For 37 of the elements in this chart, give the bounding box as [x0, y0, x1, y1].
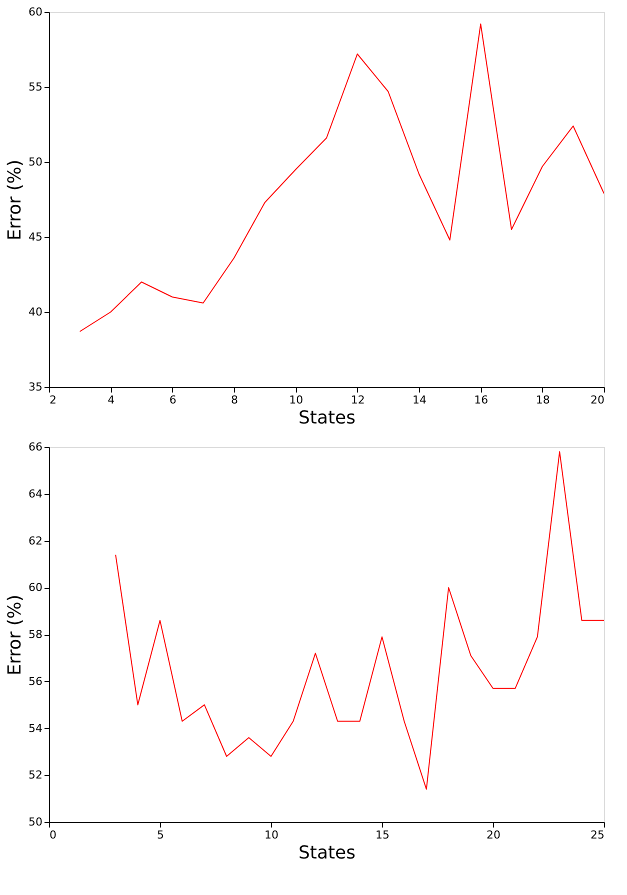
- x-tick-label: 25: [590, 828, 604, 842]
- x-tick-label: 14: [412, 394, 426, 406]
- x-tick-label: 20: [486, 828, 500, 842]
- y-tick-label: 35: [28, 380, 42, 394]
- y-tick-label: 50: [28, 816, 42, 828]
- y-axis-title: Error (%): [4, 160, 26, 240]
- x-tick-label: 0: [50, 828, 56, 842]
- y-tick-label: 54: [28, 722, 42, 735]
- x-axis-title: States: [298, 408, 356, 428]
- x-tick-label: 10: [289, 394, 304, 406]
- y-tick-label: 60: [28, 581, 42, 594]
- y-tick-label: 40: [28, 306, 42, 318]
- y-tick-label: 45: [28, 230, 42, 244]
- x-axis-title: States: [298, 842, 356, 864]
- x-tick-label: 8: [231, 394, 238, 406]
- y-tick-label: 62: [28, 534, 42, 548]
- y-tick-label: 58: [28, 628, 42, 641]
- x-tick-label: 10: [264, 828, 278, 842]
- x-tick-label: 2: [50, 394, 56, 406]
- y-tick-label: 55: [28, 80, 42, 94]
- y-tick-label: 52: [28, 768, 42, 782]
- x-tick-label: 16: [474, 394, 488, 406]
- x-tick-label: 18: [536, 394, 550, 406]
- x-tick-label: 5: [157, 828, 164, 842]
- y-axis-title: Error (%): [4, 594, 26, 676]
- y-tick-label: 56: [28, 674, 42, 688]
- line-series: [115, 451, 604, 790]
- x-tick-label: 6: [169, 394, 176, 406]
- x-tick-label: 4: [108, 394, 115, 406]
- x-tick-label: 12: [350, 394, 365, 406]
- y-tick-label: 64: [28, 487, 42, 500]
- y-tick-label: 50: [28, 156, 42, 168]
- x-tick-label: 20: [590, 394, 604, 406]
- line-series: [79, 24, 604, 332]
- y-tick-label: 66: [28, 440, 42, 454]
- y-tick-label: 60: [28, 6, 42, 18]
- x-tick-label: 15: [376, 828, 390, 842]
